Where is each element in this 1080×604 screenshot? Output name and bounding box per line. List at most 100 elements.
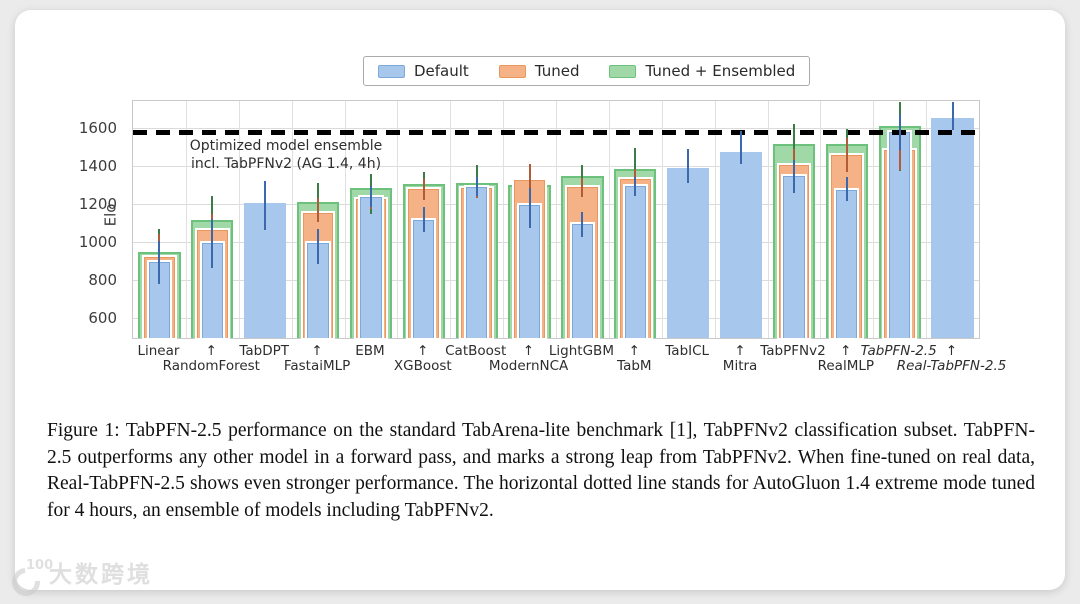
bar-default-TabM bbox=[624, 186, 646, 338]
bar-group-ModernNCA bbox=[503, 101, 556, 338]
bar-default-LightGBM bbox=[571, 224, 593, 338]
chart-legend: Default Tuned Tuned + Ensembled bbox=[363, 56, 811, 86]
plot-area: Optimized model ensemble incl. TabPFNv2 … bbox=[132, 100, 980, 339]
errorbar-default-Real-TabPFN-2.5 bbox=[951, 101, 954, 130]
caption-text-2: , TabPFNv2 classification subset. TabPFN… bbox=[47, 420, 1036, 521]
errorbar-default-ModernNCA bbox=[528, 188, 531, 229]
errorbar-default-TabICL bbox=[687, 149, 690, 184]
up-arrow-icon: ↑ bbox=[734, 343, 746, 359]
bar-group-CatBoost bbox=[450, 101, 503, 338]
gridline bbox=[714, 101, 716, 338]
errorbar-tuned-RealMLP bbox=[845, 137, 848, 173]
legend-item-default: Default bbox=[378, 62, 469, 80]
errorbar-tuned-FastaiMLP bbox=[317, 197, 320, 223]
x-tick-label-CatBoost: CatBoost bbox=[445, 343, 507, 359]
y-axis-ticks: 600 800 1000 1200 1400 1600 bbox=[65, 100, 125, 337]
citation-link[interactable]: [1] bbox=[669, 420, 693, 441]
bar-default-XGBoost bbox=[413, 219, 435, 338]
bar-group-RandomForest bbox=[186, 101, 239, 338]
bar-default-EBM bbox=[360, 196, 382, 338]
errorbar-default-TabM bbox=[634, 176, 637, 196]
errorbar-ensembled-TabPFNv2 bbox=[792, 124, 795, 165]
up-arrow-icon: ↑ bbox=[522, 343, 535, 359]
up-arrow-icon: ↑ bbox=[205, 343, 217, 359]
watermark-logo-number: 100 bbox=[26, 558, 54, 573]
bar-group-TabDPT bbox=[239, 101, 292, 338]
legend-swatch-ensembled-icon bbox=[609, 64, 637, 78]
gridline bbox=[344, 101, 346, 338]
bar-group-LightGBM bbox=[556, 101, 609, 338]
x-tick-label-RealMLP: RealMLP bbox=[817, 358, 875, 374]
x-axis-labels: Linear RandomForest ↑ TabDPT FastaiMLP ↑ EBM XG… bbox=[132, 340, 1006, 388]
annotation-line-2: incl. TabPFNv2 (AG 1.4, 4h) bbox=[190, 156, 382, 173]
gridline bbox=[661, 101, 663, 338]
gridline bbox=[608, 101, 610, 338]
x-tick-label-Mitra: Mitra bbox=[722, 358, 758, 374]
x-tick-label-XGBoost: XGBoost bbox=[393, 358, 452, 374]
x-tick-label-TabICL: TabICL bbox=[665, 343, 710, 359]
gridline bbox=[291, 101, 293, 338]
bar-group-FastaiMLP bbox=[292, 101, 345, 338]
up-arrow-icon: ↑ bbox=[311, 343, 323, 359]
figure-caption: Figure 1: TabPFN-2.5 performance on the … bbox=[47, 418, 1035, 524]
x-tick-label-TabDPT: TabDPT bbox=[239, 343, 290, 359]
bar-group-Real-TabPFN-2.5 bbox=[926, 101, 979, 338]
y-tick-label: 1600 bbox=[78, 119, 117, 138]
x-tick-label-TabPFN-2.5: TabPFN-2.5 bbox=[860, 343, 937, 359]
bar-group-TabICL bbox=[662, 101, 715, 338]
legend-label-default: Default bbox=[414, 62, 469, 80]
gridline bbox=[556, 101, 557, 338]
errorbar-default-LightGBM bbox=[581, 211, 584, 237]
gridline bbox=[926, 101, 928, 338]
up-arrow-icon: ↑ bbox=[628, 343, 640, 359]
errorbar-default-RealMLP bbox=[845, 176, 848, 201]
errorbar-default-TabPFNv2 bbox=[792, 159, 795, 193]
legend-label-ensembled: Tuned + Ensembled bbox=[645, 62, 796, 80]
errorbar-default-Linear bbox=[158, 241, 161, 284]
y-tick-label: 1400 bbox=[78, 157, 117, 176]
errorbar-default-TabPFN-2.5 bbox=[898, 114, 901, 151]
bar-default-RealMLP bbox=[836, 190, 858, 338]
legend-item-tuned: Tuned bbox=[498, 62, 580, 80]
gridline bbox=[185, 101, 187, 338]
caption-text-1: Figure 1: TabPFN-2.5 performance on the … bbox=[47, 420, 670, 441]
bar-group-Mitra bbox=[715, 101, 768, 338]
y-tick-label: 1200 bbox=[78, 195, 117, 214]
x-tick-label-Linear: Linear bbox=[137, 343, 180, 359]
watermark-text: 大数跨境 bbox=[49, 562, 153, 588]
up-arrow-icon: ↑ bbox=[417, 343, 429, 359]
bar-default-CatBoost bbox=[466, 186, 488, 338]
gridline bbox=[238, 101, 240, 338]
bar-group-RealMLP bbox=[820, 101, 873, 338]
up-arrow-icon: ↑ bbox=[840, 343, 852, 359]
errorbar-default-XGBoost bbox=[422, 207, 425, 232]
errorbar-tuned-ModernNCA bbox=[528, 163, 531, 196]
x-tick-label-Real-TabPFN-2.5: Real-TabPFN-2.5 bbox=[896, 358, 1007, 374]
x-tick-label-TabPFNv2: TabPFNv2 bbox=[760, 343, 826, 359]
y-tick-label: 600 bbox=[88, 309, 117, 328]
x-tick-label-FastaiMLP: FastaiMLP bbox=[283, 358, 351, 374]
bar-group-TabPFNv2 bbox=[768, 101, 821, 338]
bar-default-TabICL bbox=[667, 167, 710, 338]
dashed-line-annotation: Optimized model ensemble incl. TabPFNv2 … bbox=[161, 137, 411, 174]
errorbar-tuned-XGBoost bbox=[422, 178, 425, 200]
bar-group-EBM bbox=[345, 101, 398, 338]
errorbar-default-Mitra bbox=[740, 131, 743, 164]
up-arrow-icon: ↑ bbox=[945, 343, 958, 359]
errorbar-default-RandomForest bbox=[211, 218, 214, 268]
gridline bbox=[397, 101, 399, 338]
legend-swatch-tuned-icon bbox=[498, 64, 526, 78]
bar-default-Real-TabPFN-2.5 bbox=[931, 118, 974, 338]
errorbar-default-EBM bbox=[369, 186, 372, 208]
x-tick-label-ModernNCA: ModernNCA bbox=[488, 358, 569, 374]
errorbar-default-TabDPT bbox=[264, 180, 267, 230]
gridline bbox=[503, 101, 505, 338]
watermark-logo-icon: 100 bbox=[6, 558, 53, 602]
watermark: 100 大数跨境 bbox=[6, 558, 153, 602]
figure-card: Default Tuned Tuned + Ensembled Elo 600 8… bbox=[15, 10, 1065, 590]
errorbar-default-FastaiMLP bbox=[317, 229, 320, 265]
bar-group-TabM bbox=[609, 101, 662, 338]
legend-label-tuned: Tuned bbox=[534, 62, 580, 80]
bar-default-TabPFNv2 bbox=[783, 176, 805, 338]
